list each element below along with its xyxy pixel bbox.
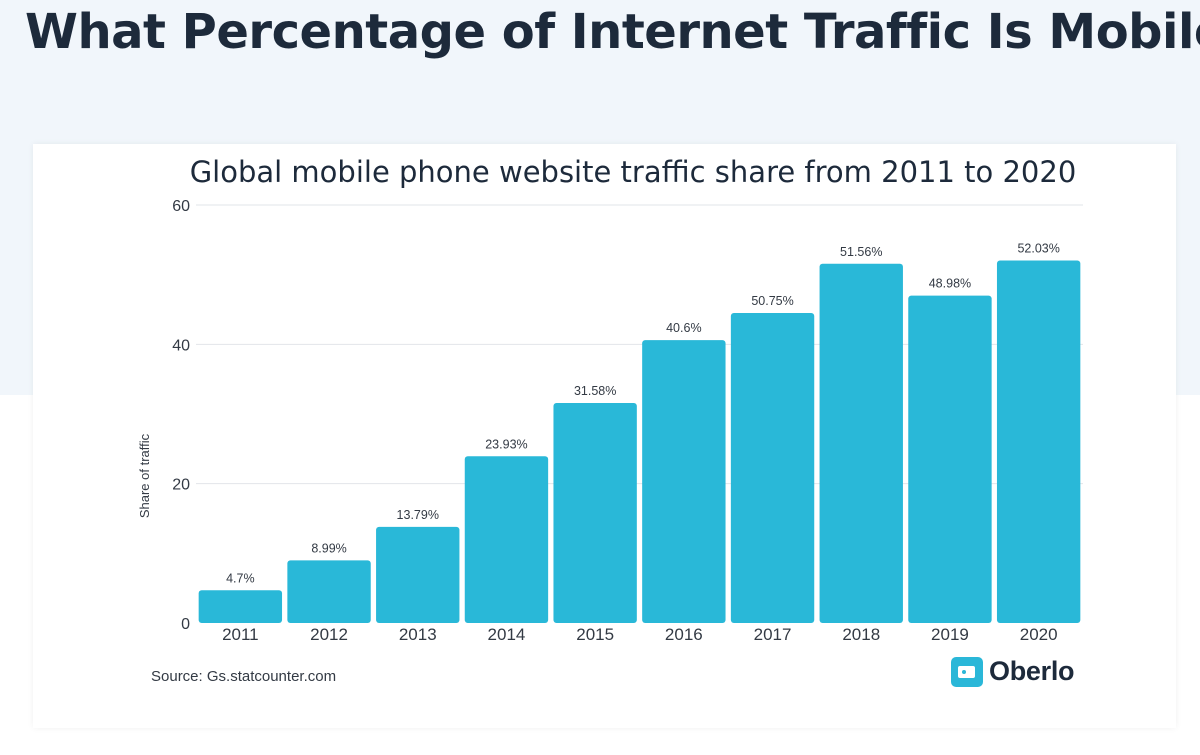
bar-2013 <box>376 526 460 623</box>
data-label-2016: 40.6% <box>666 321 701 335</box>
bar-chart: Global mobile phone website traffic shar… <box>137 155 1083 644</box>
x-tick-label-2019: 2019 <box>931 625 969 644</box>
x-tick-label-2020: 2020 <box>1020 625 1058 644</box>
bar-2020 <box>996 260 1081 623</box>
data-label-2019: 48.98% <box>929 277 971 291</box>
bar-2019 <box>908 295 992 623</box>
oberlo-tag-icon <box>951 656 983 687</box>
data-label-2012: 8.99% <box>311 541 346 555</box>
bar-2016 <box>642 340 726 623</box>
data-label-2020: 52.03% <box>1017 242 1059 256</box>
bar-2011 <box>198 590 283 623</box>
bar-2014 <box>464 456 549 623</box>
data-label-2014: 23.93% <box>485 437 527 451</box>
data-label-2013: 13.79% <box>397 508 439 522</box>
data-label-2015: 31.58% <box>574 384 616 398</box>
y-tick-label: 40 <box>172 337 190 354</box>
bar-2017 <box>730 312 815 623</box>
x-tick-label-2014: 2014 <box>488 625 526 644</box>
x-tick-label-2015: 2015 <box>576 625 614 644</box>
y-axis-label: Share of traffic <box>137 433 152 518</box>
x-tick-label-2011: 2011 <box>222 625 259 644</box>
chart-title: Global mobile phone website traffic shar… <box>190 155 1077 189</box>
brand-name: Oberlo <box>989 656 1075 686</box>
data-label-2011: 4.7% <box>226 571 255 585</box>
bar-2018 <box>819 263 903 623</box>
data-label-2017: 50.75% <box>751 294 793 308</box>
brand-logo: Oberlo <box>951 656 1075 687</box>
x-tick-label-2013: 2013 <box>399 625 437 644</box>
data-label-2018: 51.56% <box>840 245 882 259</box>
x-tick-label-2016: 2016 <box>665 625 703 644</box>
y-tick-label: 60 <box>172 198 190 215</box>
bar-2012 <box>287 560 371 623</box>
page-title: What Percentage of Internet Traffic Is M… <box>25 4 1200 60</box>
y-tick-label: 20 <box>172 477 190 494</box>
bar-2015 <box>553 402 637 623</box>
x-tick-label-2012: 2012 <box>310 625 348 644</box>
chart-card: Global mobile phone website traffic shar… <box>33 144 1176 728</box>
x-tick-label-2017: 2017 <box>754 625 792 644</box>
source-note: Source: Gs.statcounter.com <box>151 668 337 685</box>
y-tick-label: 0 <box>181 616 190 633</box>
x-tick-label-2018: 2018 <box>842 625 880 644</box>
